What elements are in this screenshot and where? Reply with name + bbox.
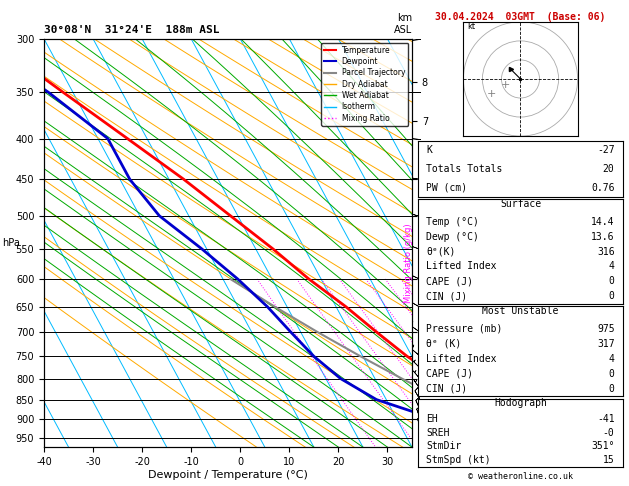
Text: CAPE (J): CAPE (J) xyxy=(426,277,474,286)
Text: 20: 20 xyxy=(603,164,615,174)
Text: PW (cm): PW (cm) xyxy=(426,183,467,192)
Text: 4: 4 xyxy=(434,416,438,420)
Text: 0: 0 xyxy=(609,383,615,394)
Text: -0: -0 xyxy=(603,428,615,437)
Text: 975: 975 xyxy=(597,324,615,334)
Text: 4: 4 xyxy=(609,354,615,364)
X-axis label: Dewpoint / Temperature (°C): Dewpoint / Temperature (°C) xyxy=(148,469,308,480)
Text: -27: -27 xyxy=(597,145,615,155)
Text: SREH: SREH xyxy=(426,428,450,437)
Text: 14.4: 14.4 xyxy=(591,217,615,226)
Text: Dewp (°C): Dewp (°C) xyxy=(426,231,479,242)
Text: Lifted Index: Lifted Index xyxy=(426,354,497,364)
Text: hPa: hPa xyxy=(2,238,20,248)
Text: 351°: 351° xyxy=(591,441,615,451)
Text: θᵉ(K): θᵉ(K) xyxy=(426,246,456,257)
Text: θᵉ (K): θᵉ (K) xyxy=(426,339,462,348)
Text: 8: 8 xyxy=(433,349,437,355)
Text: 316: 316 xyxy=(597,246,615,257)
Legend: Temperature, Dewpoint, Parcel Trajectory, Dry Adiabat, Wet Adiabat, Isotherm, Mi: Temperature, Dewpoint, Parcel Trajectory… xyxy=(321,43,408,125)
Text: 4: 4 xyxy=(609,261,615,272)
Text: 15: 15 xyxy=(603,455,615,465)
Text: 0.76: 0.76 xyxy=(591,183,615,192)
Text: Lifted Index: Lifted Index xyxy=(426,261,497,272)
Text: 6: 6 xyxy=(435,379,438,383)
Text: 317: 317 xyxy=(597,339,615,348)
Text: LCL: LCL xyxy=(420,451,435,460)
Text: 0: 0 xyxy=(609,277,615,286)
Text: K: K xyxy=(426,145,432,155)
Text: 0: 0 xyxy=(609,368,615,379)
Text: 1: 1 xyxy=(374,451,377,456)
Text: CIN (J): CIN (J) xyxy=(426,383,467,394)
Text: Most Unstable: Most Unstable xyxy=(482,306,559,316)
Text: km
ASL: km ASL xyxy=(394,13,412,35)
Text: kt: kt xyxy=(467,22,476,32)
Text: Surface: Surface xyxy=(500,199,541,209)
Text: Hodograph: Hodograph xyxy=(494,398,547,408)
Text: CIN (J): CIN (J) xyxy=(426,291,467,301)
Text: +: + xyxy=(501,80,510,90)
Text: +: + xyxy=(487,89,497,99)
Text: StmDir: StmDir xyxy=(426,441,462,451)
Text: Temp (°C): Temp (°C) xyxy=(426,217,479,226)
Text: Pressure (mb): Pressure (mb) xyxy=(426,324,503,334)
Text: Totals Totals: Totals Totals xyxy=(426,164,503,174)
Text: -41: -41 xyxy=(597,414,615,424)
Text: 30°08'N  31°24'E  188m ASL: 30°08'N 31°24'E 188m ASL xyxy=(44,25,220,35)
Text: © weatheronline.co.uk: © weatheronline.co.uk xyxy=(468,472,573,481)
Text: CAPE (J): CAPE (J) xyxy=(426,368,474,379)
Text: 13.6: 13.6 xyxy=(591,231,615,242)
Text: 3: 3 xyxy=(433,440,437,445)
Text: Mixing Ratio (g/kg): Mixing Ratio (g/kg) xyxy=(404,224,413,303)
Text: 10: 10 xyxy=(433,331,440,336)
Text: StmSpd (kt): StmSpd (kt) xyxy=(426,455,491,465)
Text: EH: EH xyxy=(426,414,438,424)
Text: 2: 2 xyxy=(415,451,420,456)
Text: 0: 0 xyxy=(609,291,615,301)
Text: 30.04.2024  03GMT  (Base: 06): 30.04.2024 03GMT (Base: 06) xyxy=(435,12,606,22)
